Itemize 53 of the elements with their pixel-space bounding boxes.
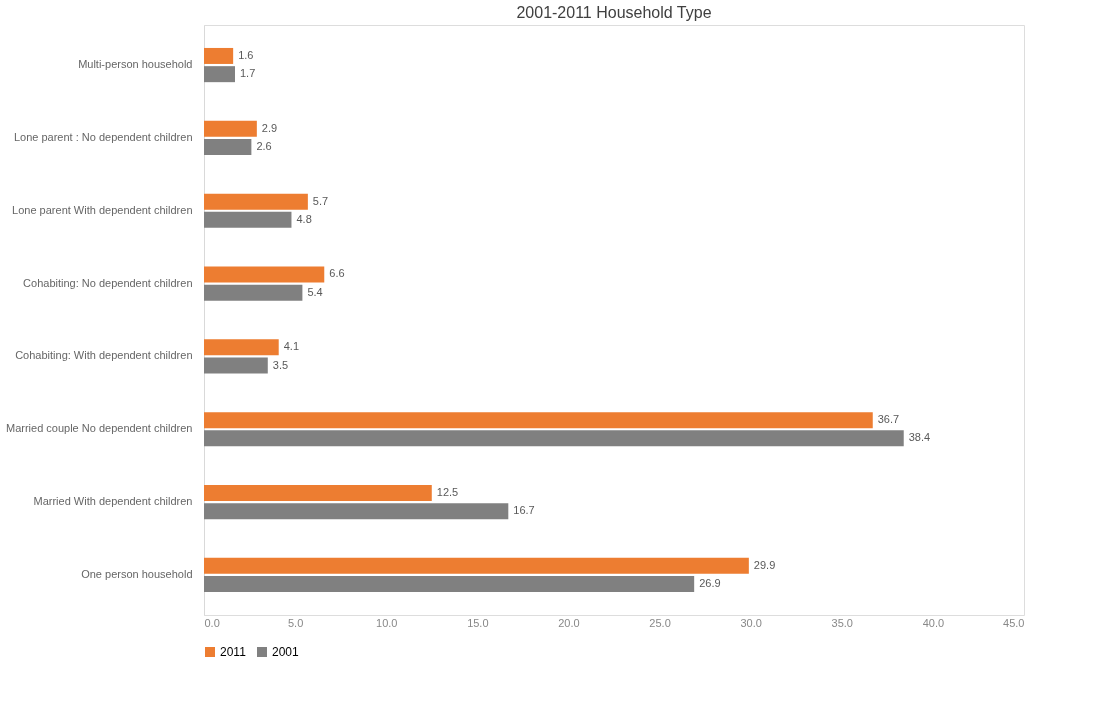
bar xyxy=(204,339,279,356)
x-tick-label: 15.0 xyxy=(467,616,489,629)
y-tick-label: Cohabiting: With dependent children xyxy=(15,349,193,362)
y-tick-label: Married With dependent children xyxy=(33,495,193,508)
x-tick-label: 25.0 xyxy=(649,616,671,629)
x-tick-label: 35.0 xyxy=(831,616,853,629)
bar xyxy=(204,357,268,374)
bar xyxy=(204,266,325,283)
data-label: 29.9 xyxy=(753,558,776,571)
y-tick-label: Lone parent : No dependent children xyxy=(13,130,193,143)
data-label: 2.6 xyxy=(256,140,272,153)
bar xyxy=(204,484,432,501)
y-tick-label: Married couple No dependent children xyxy=(5,422,193,435)
bar xyxy=(204,503,509,520)
x-tick-label: 30.0 xyxy=(740,616,762,629)
data-label: 1.6 xyxy=(238,48,254,61)
data-label: 6.6 xyxy=(329,267,345,280)
y-tick-label: Cohabiting: No dependent children xyxy=(23,276,193,289)
x-tick-label: 0.0 xyxy=(204,616,220,629)
bar xyxy=(204,47,234,64)
bar xyxy=(204,66,235,83)
y-tick-label: Lone parent With dependent children xyxy=(12,203,193,216)
data-label: 4.8 xyxy=(296,212,312,225)
chart-title: 2001-2011 Household Type xyxy=(516,4,712,21)
bar xyxy=(204,284,303,301)
x-tick-label: 40.0 xyxy=(922,616,945,629)
bar xyxy=(204,576,695,593)
data-label: 26.9 xyxy=(699,577,721,590)
bar xyxy=(204,193,308,210)
data-label: 16.7 xyxy=(513,504,535,517)
x-tick-label: 45.0 xyxy=(1003,616,1025,629)
data-label: 2.9 xyxy=(261,121,278,134)
data-label: 12.5 xyxy=(436,485,459,498)
bar xyxy=(204,211,292,228)
data-label: 3.5 xyxy=(272,358,289,371)
bar xyxy=(204,120,257,137)
data-label: 1.7 xyxy=(239,67,256,80)
bar xyxy=(204,139,252,156)
data-label: 36.7 xyxy=(877,413,900,426)
data-label: 38.4 xyxy=(908,431,931,444)
x-tick-label: 5.0 xyxy=(287,616,304,629)
data-label: 5.7 xyxy=(312,194,329,207)
bar xyxy=(204,430,904,447)
y-tick-label: One person household xyxy=(81,567,193,580)
bar xyxy=(204,557,749,574)
legend-label: 2011 xyxy=(220,645,247,659)
data-label: 4.1 xyxy=(283,340,300,353)
x-tick-label: 10.0 xyxy=(376,616,398,629)
legend-label: 2001 xyxy=(272,645,300,659)
x-tick-label: 20.0 xyxy=(558,616,580,629)
data-label: 5.4 xyxy=(307,285,323,298)
y-tick-label: Multi-person household xyxy=(78,58,193,71)
bar xyxy=(204,412,873,429)
